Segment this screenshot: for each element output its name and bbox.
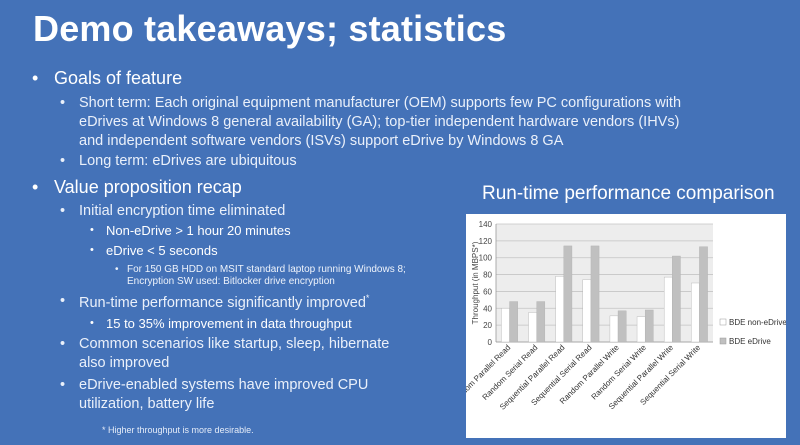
legend-swatch xyxy=(719,337,727,345)
note-line-1: For 150 GB HDD on MSIT standard laptop r… xyxy=(127,264,406,275)
y-tick-label: 80 xyxy=(483,271,492,280)
bar-non-edrive xyxy=(636,316,646,343)
bar-non-edrive xyxy=(582,279,592,343)
bullet-dot-icon: • xyxy=(90,317,94,329)
cpu-line-1: eDrive-enabled systems have improved CPU xyxy=(79,377,369,393)
bullet-scenarios: • Common scenarios like startup, sleep, … xyxy=(60,336,390,352)
scenarios-line-2: also improved xyxy=(79,355,170,371)
bar-non-edrive xyxy=(663,276,673,343)
y-tick-label: 140 xyxy=(479,220,493,229)
bullet-dot-icon: • xyxy=(60,293,66,309)
runtime-footnote-mark: * xyxy=(365,293,370,303)
bar-non-edrive xyxy=(609,315,619,343)
y-tick-label: 120 xyxy=(479,237,493,246)
scenarios-line-1: Common scenarios like startup, sleep, hi… xyxy=(79,336,390,352)
bar-non-edrive xyxy=(528,312,537,343)
bullet-short-term: • Short term: Each original equipment ma… xyxy=(60,95,682,111)
bullet-dot-icon: • xyxy=(60,336,66,352)
legend-label: BDE eDrive xyxy=(729,337,771,346)
y-tick-label: 20 xyxy=(483,321,492,330)
bullet-dot-icon: • xyxy=(115,264,119,275)
footnote: * Higher throughput is more desirable. xyxy=(102,425,254,435)
chart-title: Run-time performance comparison xyxy=(482,183,775,204)
bar-edrive xyxy=(672,255,681,343)
legend-swatch xyxy=(719,318,727,326)
short-term-line-1: Short term: Each original equipment manu… xyxy=(79,95,682,111)
bullet-cpu: • eDrive-enabled systems have improved C… xyxy=(60,377,369,393)
bar-non-edrive xyxy=(555,276,565,343)
edrive-text: eDrive < 5 seconds xyxy=(106,243,218,258)
bullet-long-term: • Long term: eDrives are ubiquitous xyxy=(60,153,297,169)
note-line-2: Encryption SW used: Bitlocker drive encr… xyxy=(127,276,335,287)
bar-edrive xyxy=(617,310,627,343)
bar-non-edrive xyxy=(691,282,700,343)
slide-title: Demo takeaways; statistics xyxy=(33,8,507,49)
short-term-line-2: eDrives at Windows 8 general availabilit… xyxy=(79,114,680,130)
bar-edrive xyxy=(536,301,546,343)
bullet-dot-icon: • xyxy=(60,203,66,219)
bar-edrive xyxy=(563,245,573,343)
bullet-runtime: • Run-time performance significantly imp… xyxy=(60,293,370,311)
non-edrive-text: Non-eDrive > 1 hour 20 minutes xyxy=(106,223,291,238)
bullet-encryption: • Initial encryption time eliminated xyxy=(60,203,286,219)
short-term-line-3: and independent software vendors (ISVs) … xyxy=(79,133,564,149)
bar-edrive xyxy=(699,246,708,343)
encryption-text: Initial encryption time eliminated xyxy=(79,203,286,219)
y-axis-label: Throughput (in MBPS*) xyxy=(471,241,480,324)
legend-label: BDE non-eDrive xyxy=(729,318,786,327)
bullet-dot-icon: • xyxy=(60,95,66,111)
bullet-goals: • Goals of feature xyxy=(32,68,183,89)
bullet-dot-icon: • xyxy=(90,244,94,256)
bar-edrive xyxy=(509,301,518,343)
bullet-non-edrive: • Non-eDrive > 1 hour 20 minutes xyxy=(90,223,291,238)
bullet-dot-icon: • xyxy=(60,153,66,169)
bullet-edrive: • eDrive < 5 seconds xyxy=(90,243,218,258)
value-heading: Value proposition recap xyxy=(54,177,242,197)
runtime-text: Run-time performance significantly impro… xyxy=(79,294,366,311)
bullet-dot-icon: • xyxy=(32,177,39,197)
y-tick-label: 0 xyxy=(488,338,493,347)
cpu-line-2: utilization, battery life xyxy=(79,396,215,412)
long-term-text: Long term: eDrives are ubiquitous xyxy=(79,153,297,169)
bullet-value: • Value proposition recap xyxy=(32,177,242,198)
y-tick-label: 100 xyxy=(479,254,493,263)
bullet-dot-icon: • xyxy=(60,377,66,393)
bar-edrive xyxy=(590,245,600,343)
bar-non-edrive xyxy=(501,308,510,343)
bar-edrive xyxy=(644,309,654,343)
chart-header xyxy=(466,180,786,214)
y-tick-label: 60 xyxy=(483,287,492,296)
bullet-dot-icon: • xyxy=(32,68,39,88)
bullet-test-note: • For 150 GB HDD on MSIT standard laptop… xyxy=(115,264,406,275)
bullet-improvement: • 15 to 35% improvement in data throughp… xyxy=(90,316,352,331)
improvement-text: 15 to 35% improvement in data throughput xyxy=(106,316,352,331)
goals-heading: Goals of feature xyxy=(54,68,183,88)
y-tick-label: 40 xyxy=(483,304,492,313)
bullet-dot-icon: • xyxy=(90,224,94,236)
